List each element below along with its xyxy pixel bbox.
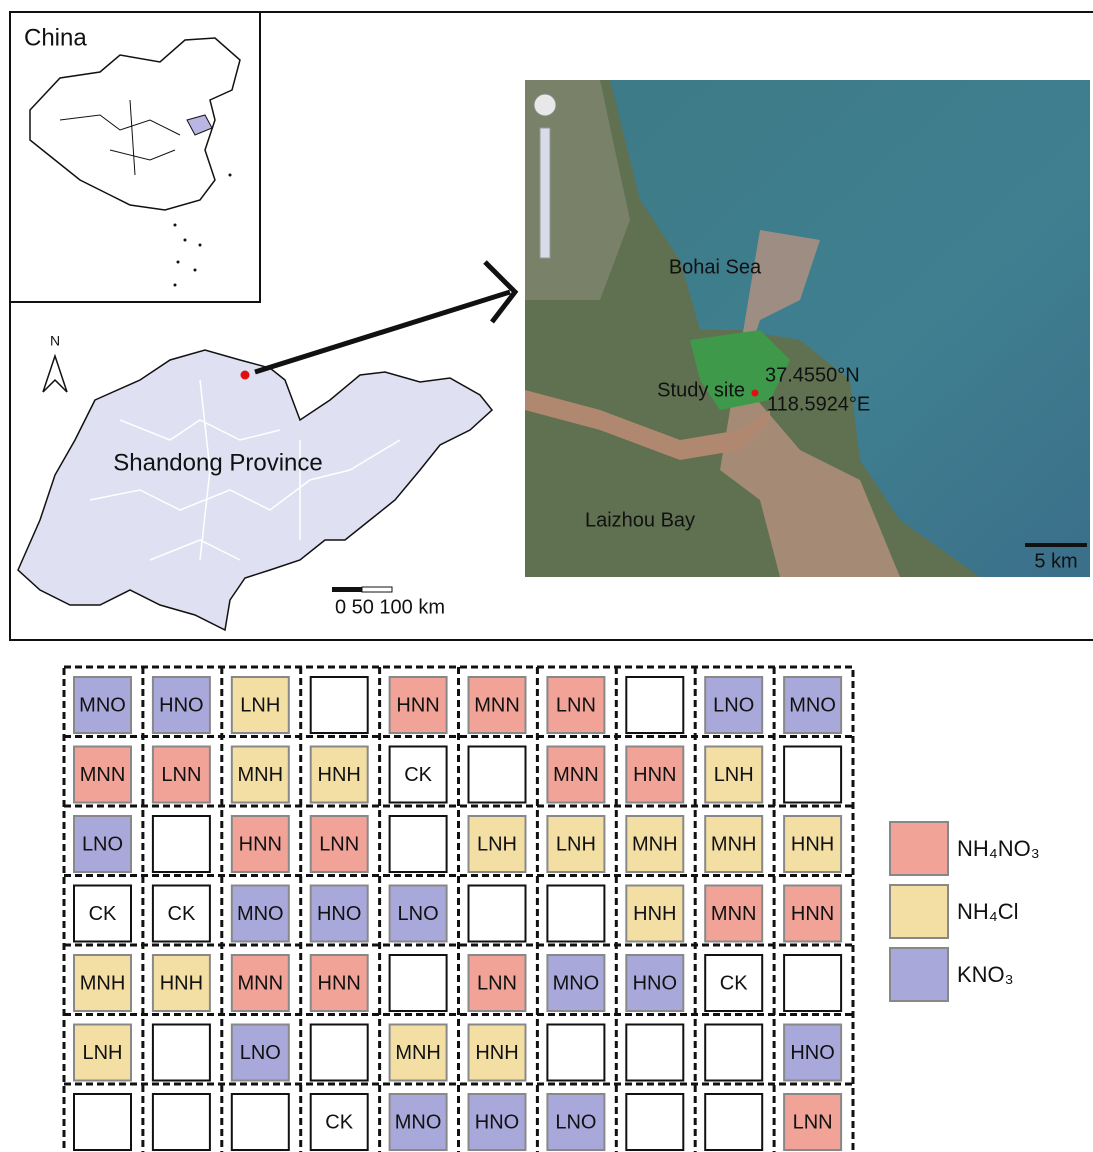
plot-label: MNH <box>632 833 678 855</box>
plot-label: HNH <box>633 903 676 925</box>
plot-cell <box>153 816 210 872</box>
plot-label: LNH <box>556 833 596 855</box>
plot-label: LNO <box>240 1042 281 1064</box>
shandong-outline <box>18 350 492 630</box>
plot-label: CK <box>325 1111 353 1133</box>
plot-cell <box>784 747 841 803</box>
plot-label: MNO <box>553 972 600 994</box>
plot-label: HNH <box>318 764 361 786</box>
plot-cell <box>705 1025 762 1081</box>
plot-label: MNN <box>553 764 599 786</box>
satellite-image <box>525 80 1090 577</box>
plot-label: LNO <box>398 903 439 925</box>
plot-label: LNO <box>82 833 123 855</box>
plot-label: MNO <box>79 694 126 716</box>
plot-cell <box>547 886 604 942</box>
plot-label: HNO <box>475 1111 519 1133</box>
plot-cell <box>626 1025 683 1081</box>
plot-label: LNH <box>240 694 280 716</box>
plot-label: LNH <box>477 833 517 855</box>
plot-label: MNN <box>711 903 757 925</box>
plot-cell <box>311 1025 368 1081</box>
plot-cell <box>390 955 447 1011</box>
site-dot <box>241 371 250 380</box>
plot-cell <box>153 1025 210 1081</box>
plot-cell <box>784 955 841 1011</box>
plot-label: CK <box>404 764 432 786</box>
legend-label: NH₄NO₃ <box>957 836 1040 861</box>
plot-cell <box>232 1094 289 1150</box>
sea-label: Bohai Sea <box>669 256 762 278</box>
plot-label: MNO <box>395 1111 442 1133</box>
image-scale: 5 km <box>1034 550 1077 572</box>
plot-label: MNO <box>237 903 284 925</box>
plot-cell <box>469 886 526 942</box>
plot-label: HNO <box>317 903 361 925</box>
plot-label: MNO <box>789 694 836 716</box>
plot-label: MNN <box>238 972 284 994</box>
scale-bar <box>362 587 392 592</box>
province-scale: 0 50 100 km <box>335 596 445 618</box>
plot-label: HNN <box>239 833 282 855</box>
plot-label: MNH <box>711 833 757 855</box>
plot-cell <box>153 1094 210 1150</box>
plot-cell <box>547 1025 604 1081</box>
legend-label: NH₄Cl <box>957 899 1019 924</box>
legend-swatch <box>890 885 948 938</box>
pointer-arrowhead <box>485 262 515 322</box>
north-label: N <box>50 333 60 349</box>
north-arrow <box>43 356 67 392</box>
plot-label: HNH <box>475 1042 518 1064</box>
plot-label: HNN <box>396 694 439 716</box>
plot-cell <box>311 677 368 733</box>
plot-label: MNN <box>474 694 520 716</box>
plot-label: CK <box>168 903 196 925</box>
plot-cell <box>705 1094 762 1150</box>
plot-label: MNN <box>80 764 126 786</box>
plot-label: HNN <box>633 764 676 786</box>
plot-label: CK <box>89 903 117 925</box>
plot-label: LNH <box>714 764 754 786</box>
study-site-dot <box>752 390 759 397</box>
plot-label: LNN <box>793 1111 833 1133</box>
plot-label: LNO <box>713 694 754 716</box>
plot-label: LNN <box>556 694 596 716</box>
figure: China N Shandong Province 0 50 100 km Bo… <box>0 0 1093 1152</box>
legend-label: KNO₃ <box>957 962 1014 987</box>
image-scale-bar <box>1025 543 1087 547</box>
longitude: 118.5924°E <box>767 393 870 415</box>
plot-label: MNH <box>238 764 284 786</box>
plot-label: HNO <box>633 972 677 994</box>
plot-label: HNN <box>791 903 834 925</box>
plot-label: MNH <box>395 1042 441 1064</box>
legend-swatch <box>890 822 948 875</box>
inset-label: China <box>24 24 87 51</box>
plot-cell <box>469 747 526 803</box>
latitude: 37.4550°N <box>765 364 860 386</box>
province-label: Shandong Province <box>113 449 322 476</box>
pointer-arrow <box>255 292 510 372</box>
plot-cell <box>626 1094 683 1150</box>
plot-label: LNN <box>319 833 359 855</box>
plot-label: CK <box>720 972 748 994</box>
legend-swatch <box>890 948 948 1001</box>
plot-label: HNH <box>160 972 203 994</box>
plot-label: HNN <box>318 972 361 994</box>
plot-label: LNN <box>477 972 517 994</box>
plot-cell <box>626 677 683 733</box>
plot-label: HNO <box>159 694 203 716</box>
plot-label: LNO <box>555 1111 596 1133</box>
plot-label: LNN <box>161 764 201 786</box>
scale-bar <box>332 587 362 592</box>
plot-label: MNH <box>80 972 126 994</box>
plot-label: HNO <box>790 1042 834 1064</box>
bay-label: Laizhou Bay <box>585 509 695 531</box>
plot-cell <box>390 816 447 872</box>
plot-label: HNH <box>791 833 834 855</box>
plot-cell <box>74 1094 131 1150</box>
plot-label: LNH <box>82 1042 122 1064</box>
site-label: Study site <box>657 379 745 401</box>
